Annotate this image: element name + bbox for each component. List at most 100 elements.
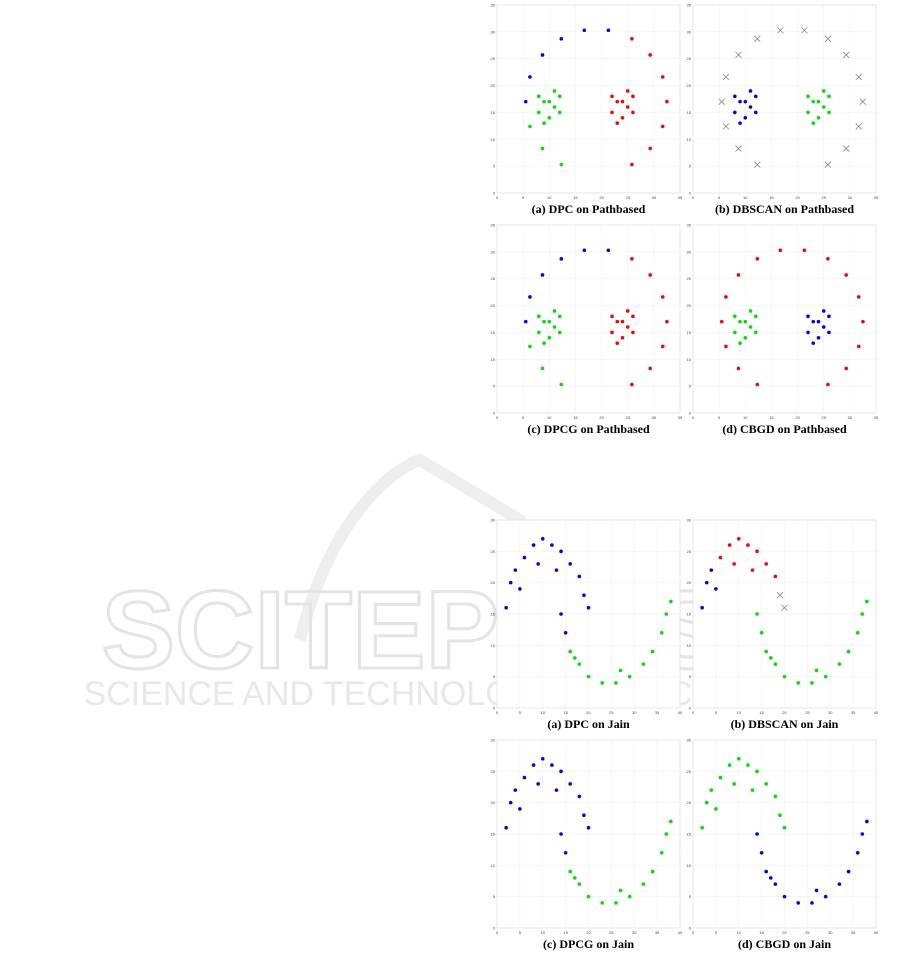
point [627, 894, 632, 899]
y-tick-label: 25 [491, 276, 496, 281]
point [746, 763, 750, 767]
y-tick-label: 35 [491, 3, 496, 8]
x-tick-label: 25 [609, 710, 614, 715]
point [563, 631, 568, 635]
point [648, 53, 652, 57]
point [540, 537, 545, 541]
noise-point [776, 591, 784, 599]
point [528, 124, 532, 129]
point [736, 273, 741, 277]
y-tick-label: 15 [491, 832, 496, 837]
point [610, 314, 614, 319]
x-tick-label: 5 [718, 415, 721, 420]
point [724, 344, 728, 349]
point [542, 121, 546, 125]
point [796, 901, 801, 905]
point [557, 110, 562, 115]
y-tick-label: 10 [491, 137, 496, 142]
point [827, 94, 831, 99]
point [625, 89, 630, 93]
y-tick-label: 0 [493, 191, 496, 196]
x-tick-label: 40 [874, 930, 879, 935]
point [826, 257, 830, 261]
point [727, 543, 732, 547]
caption: (d) CBGD on Jain [738, 937, 831, 951]
x-tick-label: 15 [769, 415, 774, 420]
x-tick-label: 15 [769, 195, 774, 200]
point [738, 341, 742, 345]
noise-point [777, 26, 784, 34]
y-tick-label: 5 [493, 164, 496, 169]
noise-point [859, 98, 867, 105]
x-tick-label: 20 [599, 415, 604, 420]
point [759, 851, 764, 855]
y-tick-label: 15 [491, 330, 496, 335]
point [700, 825, 704, 830]
point [814, 888, 819, 893]
point [736, 366, 741, 371]
point [659, 631, 664, 635]
point [719, 319, 724, 324]
x-tick-label: 25 [805, 710, 810, 715]
y-tick-label: 5 [493, 674, 496, 679]
x-tick-label: 15 [759, 710, 764, 715]
point [806, 94, 810, 99]
y-tick-label: 25 [687, 549, 692, 554]
plot-area [692, 4, 877, 194]
point [537, 94, 541, 99]
y-tick-label: 0 [689, 926, 692, 931]
x-tick-label: 30 [848, 195, 853, 200]
point [577, 794, 582, 799]
point [650, 869, 655, 874]
point [586, 605, 591, 610]
point [837, 662, 842, 666]
point [806, 314, 810, 319]
point [746, 543, 750, 547]
point [627, 674, 632, 679]
point [827, 314, 831, 319]
x-tick-label: 30 [632, 930, 637, 935]
point [802, 248, 807, 253]
point [547, 319, 552, 324]
point [861, 319, 865, 324]
y-tick-label: 5 [493, 894, 496, 899]
point [714, 807, 718, 811]
point [773, 882, 778, 886]
y-tick-label: 35 [491, 223, 496, 228]
point [823, 674, 828, 679]
point [811, 319, 816, 324]
x-tick-label: 0 [496, 930, 499, 935]
x-tick-label: 10 [547, 415, 552, 420]
x-tick-label: 5 [519, 930, 522, 935]
x-tick-label: 25 [625, 415, 630, 420]
point [826, 382, 830, 387]
point [625, 105, 630, 109]
point [816, 336, 821, 340]
point [782, 825, 787, 830]
y-tick-label: 0 [689, 191, 692, 196]
y-tick-label: 10 [687, 643, 692, 648]
plot-area [496, 224, 681, 414]
noise-point [735, 51, 742, 59]
point [755, 769, 759, 774]
y-tick-label: 20 [491, 303, 496, 308]
point [753, 110, 758, 115]
point [631, 94, 635, 99]
y-tick-label: 25 [491, 769, 496, 774]
y-tick-label: 25 [687, 276, 692, 281]
y-tick-label: 5 [493, 384, 496, 389]
y-tick-label: 15 [687, 832, 692, 837]
point [811, 341, 816, 345]
x-tick-label: 35 [678, 415, 683, 420]
noise-point [855, 73, 863, 81]
y-tick-label: 0 [493, 706, 496, 711]
point [600, 681, 605, 685]
point [750, 788, 755, 792]
point [614, 901, 618, 905]
point [568, 562, 572, 566]
point [537, 314, 541, 319]
point [664, 832, 669, 836]
point [704, 800, 709, 805]
point [755, 612, 759, 616]
point [610, 110, 614, 115]
